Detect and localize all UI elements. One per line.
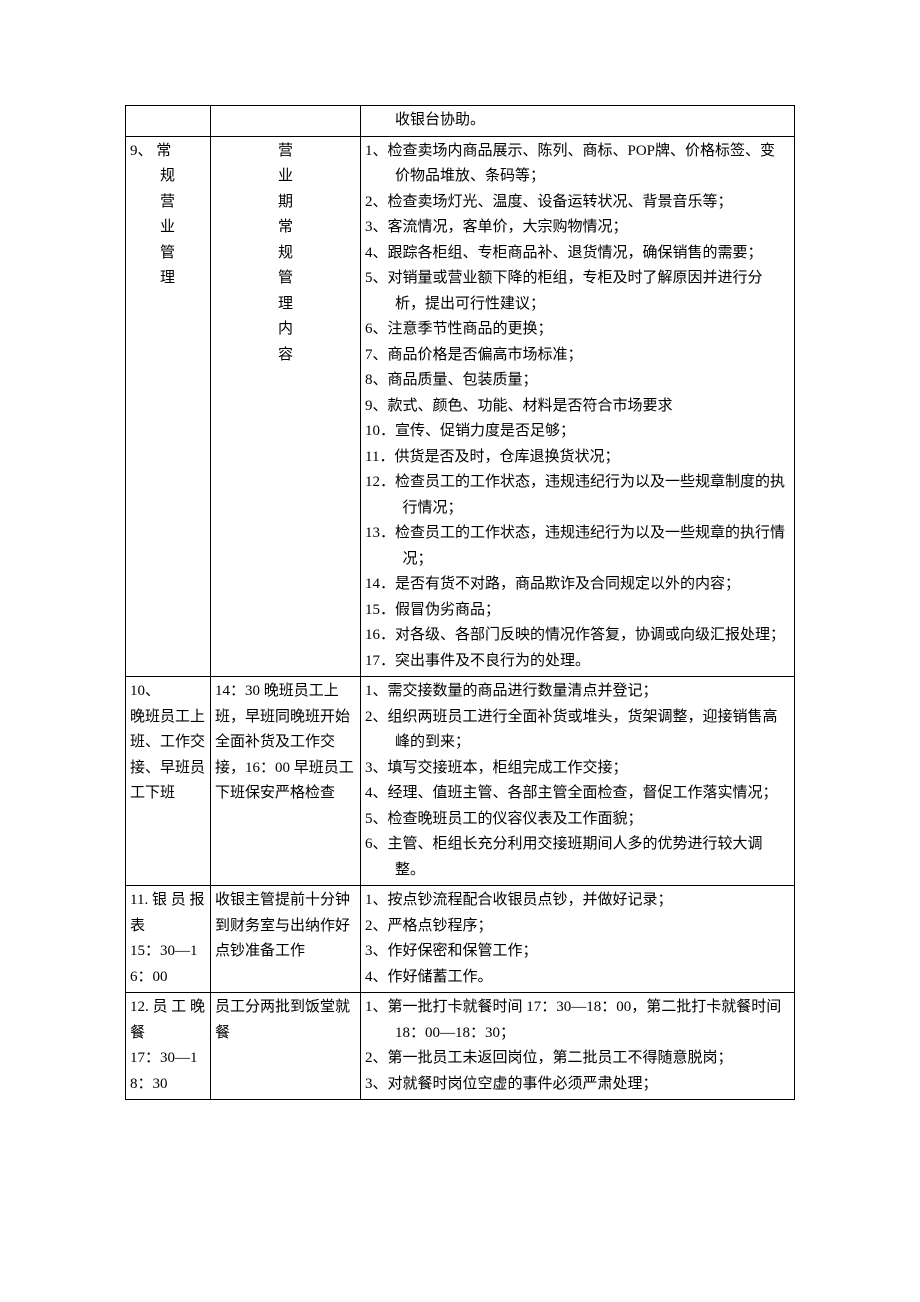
list-item: 1、第一批打卡就餐时间 17：30—18：00，第二批打卡就餐时间 18：00—…	[365, 995, 790, 1046]
list: 1、第一批打卡就餐时间 17：30—18：00，第二批打卡就餐时间 18：00—…	[365, 995, 790, 1097]
list: 1、需交接数量的商品进行数量清点并登记； 2、组织两班员工进行全面补货或堆头，货…	[365, 679, 790, 883]
list-item: 2、检查卖场灯光、温度、设备运转状况、背景音乐等；	[365, 190, 790, 216]
list-item: 3、客流情况，客单价，大宗购物情况；	[365, 215, 790, 241]
list-item: 1、需交接数量的商品进行数量清点并登记；	[365, 679, 790, 705]
cell-col1	[126, 106, 211, 137]
cell-col2: 14：30 晚班员工上班，早班同晚班开始全面补货及工作交接，16：00 早班员工…	[211, 677, 361, 886]
list-item: 17．突出事件及不良行为的处理。	[365, 649, 790, 675]
vertical-label: 营 业 期 常 规 管 理 内 容	[215, 139, 356, 369]
cell-col2: 收银主管提前十分钟到财务室与出纳作好点钞准备工作	[211, 886, 361, 993]
list-item: 收银台协助。	[365, 108, 790, 134]
list-item: 3、对就餐时岗位空虚的事件必须严肃处理；	[365, 1072, 790, 1098]
list-item: 2、第一批员工未返回岗位，第二批员工不得随意脱岗；	[365, 1046, 790, 1072]
table-row: 11. 银 员 报表 15：30—16：00 收银主管提前十分钟到财务室与出纳作…	[126, 886, 795, 993]
cell-col2: 员工分两批到饭堂就餐	[211, 993, 361, 1100]
list-item: 12．检查员工的工作状态，违规违纪行为以及一些规章制度的执行情况；	[365, 470, 790, 521]
table-row: 收银台协助。	[126, 106, 795, 137]
vertical-label: 9、 常 规 营 业 管 理	[130, 139, 206, 292]
list-item: 3、填写交接班本，柜组完成工作交接；	[365, 756, 790, 782]
list-item: 13．检查员工的工作状态，违规违纪行为以及一些规章的执行情况；	[365, 521, 790, 572]
cell-col1: 12. 员 工 晚餐 17：30—18：30	[126, 993, 211, 1100]
list-item: 6、主管、柜组长充分利用交接班期间人多的优势进行较大调整。	[365, 832, 790, 883]
list-item: 8、商品质量、包装质量；	[365, 368, 790, 394]
list-item: 4、作好储蓄工作。	[365, 965, 790, 991]
list-item: 9、款式、颜色、功能、材料是否符合市场要求	[365, 394, 790, 420]
list-item: 4、经理、值班主管、各部主管全面检查，督促工作落实情况；	[365, 781, 790, 807]
list-item: 16．对各级、各部门反映的情况作答复，协调或向级汇报处理；	[365, 623, 790, 649]
list: 收银台协助。	[365, 108, 790, 134]
list-item: 6、注意季节性商品的更换；	[365, 317, 790, 343]
table-row: 10、 晚班员工上班、工作交接、早班员工下班 14：30 晚班员工上班，早班同晚…	[126, 677, 795, 886]
list-item: 1、检查卖场内商品展示、陈列、商标、POP牌、价格标签、变价物品堆放、条码等；	[365, 139, 790, 190]
cell-col1: 10、 晚班员工上班、工作交接、早班员工下班	[126, 677, 211, 886]
list-item: 11．供货是否及时，仓库退换货状况；	[365, 445, 790, 471]
list: 1、按点钞流程配合收银员点钞，并做好记录； 2、严格点钞程序； 3、作好保密和保…	[365, 888, 790, 990]
list-item: 2、组织两班员工进行全面补货或堆头，货架调整，迎接销售高峰的到来；	[365, 705, 790, 756]
document-page: 收银台协助。 9、 常 规 营 业 管 理	[0, 0, 920, 1160]
table-row: 12. 员 工 晚餐 17：30—18：30 员工分两批到饭堂就餐 1、第一批打…	[126, 993, 795, 1100]
list-item: 1、按点钞流程配合收银员点钞，并做好记录；	[365, 888, 790, 914]
cell-col1: 11. 银 员 报表 15：30—16：00	[126, 886, 211, 993]
schedule-table: 收银台协助。 9、 常 规 营 业 管 理	[125, 105, 795, 1100]
list-item: 7、商品价格是否偏高市场标准；	[365, 343, 790, 369]
cell-col3: 1、第一批打卡就餐时间 17：30—18：00，第二批打卡就餐时间 18：00—…	[361, 993, 795, 1100]
list-item: 14．是否有货不对路，商品欺诈及合同规定以外的内容；	[365, 572, 790, 598]
list-item: 10．宣传、促销力度是否足够；	[365, 419, 790, 445]
cell-col2: 营 业 期 常 规 管 理 内 容	[211, 136, 361, 677]
list-item: 5、检查晚班员工的仪容仪表及工作面貌；	[365, 807, 790, 833]
cell-col3: 1、按点钞流程配合收银员点钞，并做好记录； 2、严格点钞程序； 3、作好保密和保…	[361, 886, 795, 993]
list-item: 2、严格点钞程序；	[365, 914, 790, 940]
cell-col3: 1、需交接数量的商品进行数量清点并登记； 2、组织两班员工进行全面补货或堆头，货…	[361, 677, 795, 886]
cell-col1: 9、 常 规 营 业 管 理	[126, 136, 211, 677]
cell-col3: 收银台协助。	[361, 106, 795, 137]
list: 1、检查卖场内商品展示、陈列、商标、POP牌、价格标签、变价物品堆放、条码等； …	[365, 139, 790, 675]
list-item: 3、作好保密和保管工作；	[365, 939, 790, 965]
list-item: 15．假冒伪劣商品；	[365, 598, 790, 624]
cell-col2	[211, 106, 361, 137]
table-row: 9、 常 规 营 业 管 理 营 业 期 常 规 管	[126, 136, 795, 677]
list-item: 5、对销量或营业额下降的柜组，专柜及时了解原因并进行分析，提出可行性建议；	[365, 266, 790, 317]
cell-col3: 1、检查卖场内商品展示、陈列、商标、POP牌、价格标签、变价物品堆放、条码等； …	[361, 136, 795, 677]
list-item: 4、跟踪各柜组、专柜商品补、退货情况，确保销售的需要；	[365, 241, 790, 267]
